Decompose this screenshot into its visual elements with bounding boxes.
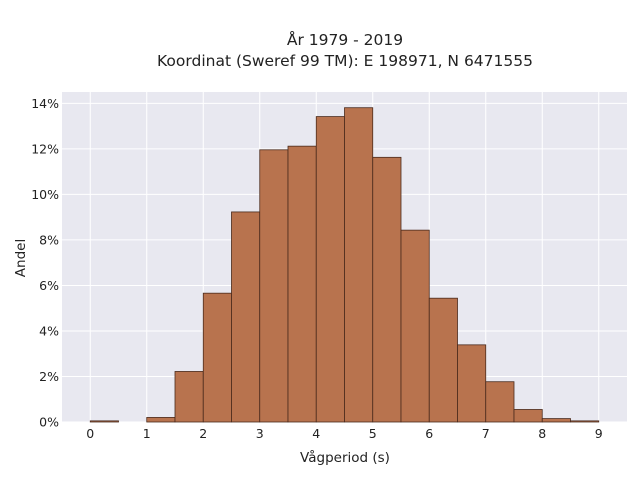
y-tick-label-5: 10% bbox=[31, 187, 59, 202]
y-axis-ticks: 0% 2% 4% 6% 8% 10% 12% 14% bbox=[31, 96, 59, 430]
y-tick-label-4: 8% bbox=[39, 232, 59, 247]
x-tick-label-8: 8 bbox=[538, 426, 546, 441]
y-tick-label-7: 14% bbox=[31, 96, 59, 111]
y-tick-label-0: 0% bbox=[39, 415, 59, 430]
x-tick-label-4: 4 bbox=[312, 426, 320, 441]
histogram-bar-13 bbox=[457, 344, 487, 423]
y-tick-label-1: 2% bbox=[39, 369, 59, 384]
y-tick-label-3: 6% bbox=[39, 278, 59, 293]
histogram-bar-11 bbox=[400, 229, 430, 423]
x-tick-label-6: 6 bbox=[425, 426, 433, 441]
x-tick-label-3: 3 bbox=[256, 426, 264, 441]
histogram-bar-17 bbox=[570, 420, 600, 423]
x-tick-label-2: 2 bbox=[199, 426, 207, 441]
x-axis-label: Vågperiod (s) bbox=[300, 449, 390, 466]
histogram-bar-7 bbox=[287, 145, 317, 423]
histogram-bar-3 bbox=[174, 371, 204, 423]
chart-title-line2: Koordinat (Sweref 99 TM): E 198971, N 64… bbox=[157, 52, 533, 70]
y-axis-label: Andel bbox=[13, 239, 29, 277]
histogram-bar-4 bbox=[202, 292, 232, 423]
bars-layer bbox=[89, 107, 600, 423]
histogram-bar-0 bbox=[89, 420, 119, 423]
x-tick-label-7: 7 bbox=[482, 426, 490, 441]
x-axis-ticks: 0 1 2 3 4 5 6 7 8 9 bbox=[86, 426, 603, 441]
histogram-bar-2 bbox=[146, 417, 176, 423]
histogram-bar-9 bbox=[344, 107, 374, 423]
histogram-bar-14 bbox=[485, 381, 515, 423]
histogram-bar-16 bbox=[541, 418, 571, 423]
y-tick-label-2: 4% bbox=[39, 323, 59, 338]
histogram-bar-15 bbox=[513, 409, 543, 423]
x-tick-label-9: 9 bbox=[595, 426, 603, 441]
histogram-bar-5 bbox=[231, 211, 261, 423]
x-tick-label-1: 1 bbox=[143, 426, 151, 441]
histogram-bar-6 bbox=[259, 149, 289, 423]
histogram-bar-12 bbox=[428, 297, 458, 423]
x-tick-label-0: 0 bbox=[86, 426, 94, 441]
x-tick-label-5: 5 bbox=[369, 426, 377, 441]
histogram-bar-10 bbox=[372, 156, 402, 423]
chart-title-line1: År 1979 - 2019 bbox=[287, 30, 403, 49]
histogram-bar-8 bbox=[315, 116, 345, 423]
y-tick-label-6: 12% bbox=[31, 141, 59, 156]
